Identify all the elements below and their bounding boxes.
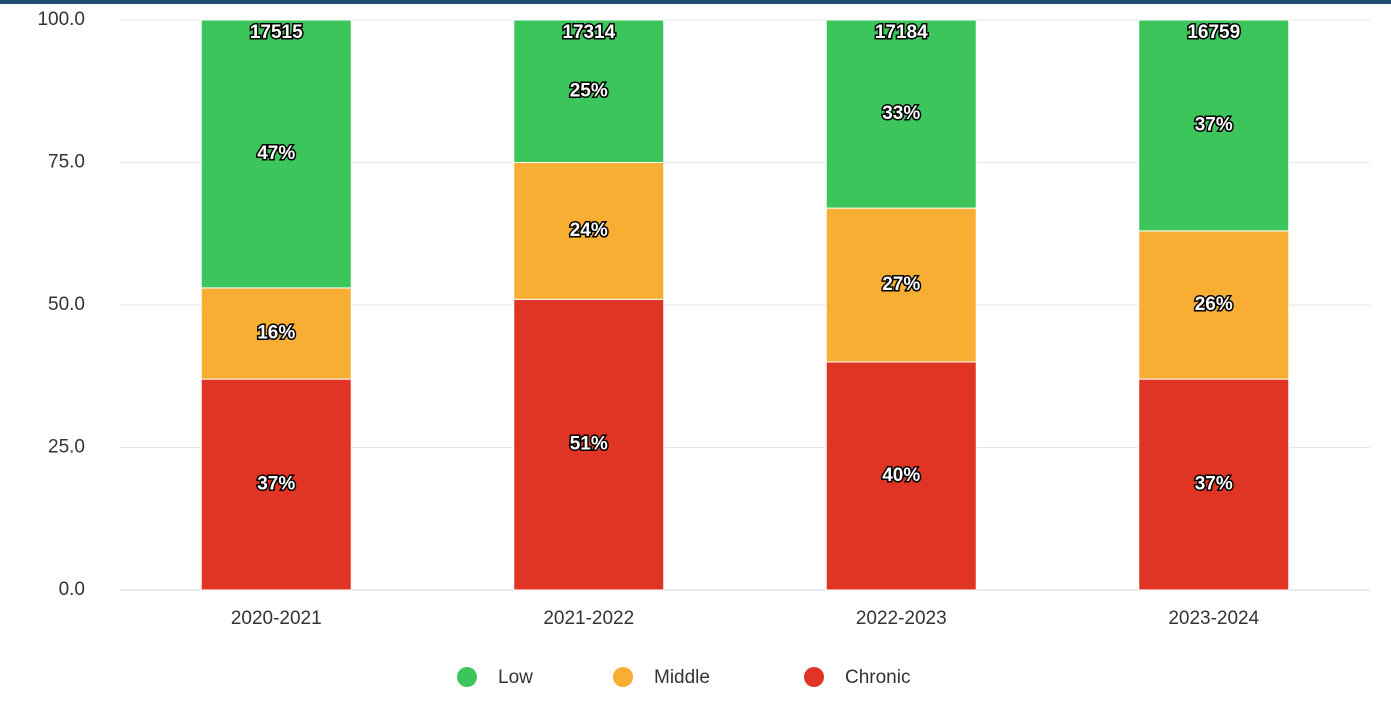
data-label: 47% [257,143,295,164]
bar-segment [825,19,977,209]
bar-segment [1138,230,1290,380]
data-label: 37% [257,474,295,495]
data-label: 16% [257,323,295,344]
x-tick-label: 2021-2022 [543,608,634,629]
data-label: 40% [882,465,920,486]
bar-segment [1138,19,1290,232]
x-tick-label: 2023-2024 [1168,608,1259,629]
data-label: 24% [570,220,608,241]
legend-label: Chronic [845,667,910,688]
bar-segment [825,361,977,591]
top-border [0,0,1391,4]
data-label: 33% [882,103,920,124]
x-tick-label: 2022-2023 [856,608,947,629]
bar-segment [200,378,352,591]
total-label: 17515 [250,22,303,43]
data-label: 37% [1195,114,1233,135]
data-label: 26% [1195,294,1233,315]
legend-label: Low [498,667,533,688]
legend-label: Middle [654,667,710,688]
data-label: 25% [570,80,608,101]
bar-segment [1138,378,1290,591]
total-label: 17314 [562,22,615,43]
total-label: 17184 [875,22,928,43]
bar-segment [200,287,352,380]
y-tick-label: 50.0 [48,294,85,315]
bar-segment [825,207,977,363]
data-label: 27% [882,274,920,295]
legend-marker [804,667,824,687]
x-tick-label: 2020-2021 [231,608,322,629]
total-label: 16759 [1187,22,1240,43]
bar-segment [513,19,665,163]
y-tick-label: 25.0 [48,437,85,458]
y-tick-label: 100.0 [37,9,85,30]
y-tick-label: 0.0 [59,579,85,600]
legend-marker [457,667,477,687]
legend-marker [613,667,633,687]
data-label: 37% [1195,474,1233,495]
data-label: 51% [570,434,608,455]
bar-segment [200,19,352,289]
y-tick-label: 75.0 [48,152,85,173]
